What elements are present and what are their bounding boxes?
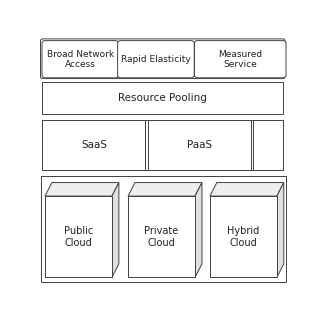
FancyBboxPatch shape [118, 41, 194, 78]
Bar [43, 120, 283, 170]
Text: Public
Cloud: Public Cloud [64, 226, 93, 248]
Bar [43, 82, 283, 114]
Polygon shape [195, 182, 202, 277]
Polygon shape [45, 182, 119, 196]
Bar [210, 196, 277, 277]
Text: Measured
Service: Measured Service [218, 50, 262, 69]
Text: Resource Pooling: Resource Pooling [118, 92, 207, 102]
Polygon shape [277, 182, 284, 277]
Bar [253, 120, 283, 170]
Polygon shape [128, 182, 202, 196]
Text: PaaS: PaaS [187, 140, 212, 150]
FancyBboxPatch shape [195, 41, 286, 78]
Polygon shape [112, 182, 119, 277]
Text: Hybrid
Cloud: Hybrid Cloud [227, 226, 260, 248]
Bar [45, 196, 112, 277]
Text: Broad Network
Access: Broad Network Access [47, 50, 114, 69]
Bar [128, 196, 195, 277]
Bar [41, 176, 285, 282]
Polygon shape [210, 182, 284, 196]
Bar [148, 120, 251, 170]
Text: Private
Cloud: Private Cloud [144, 226, 179, 248]
Text: Rapid Elasticity: Rapid Elasticity [121, 55, 191, 64]
Bar [43, 120, 145, 170]
FancyBboxPatch shape [41, 39, 285, 79]
FancyBboxPatch shape [42, 41, 119, 78]
Text: SaaS: SaaS [81, 140, 107, 150]
